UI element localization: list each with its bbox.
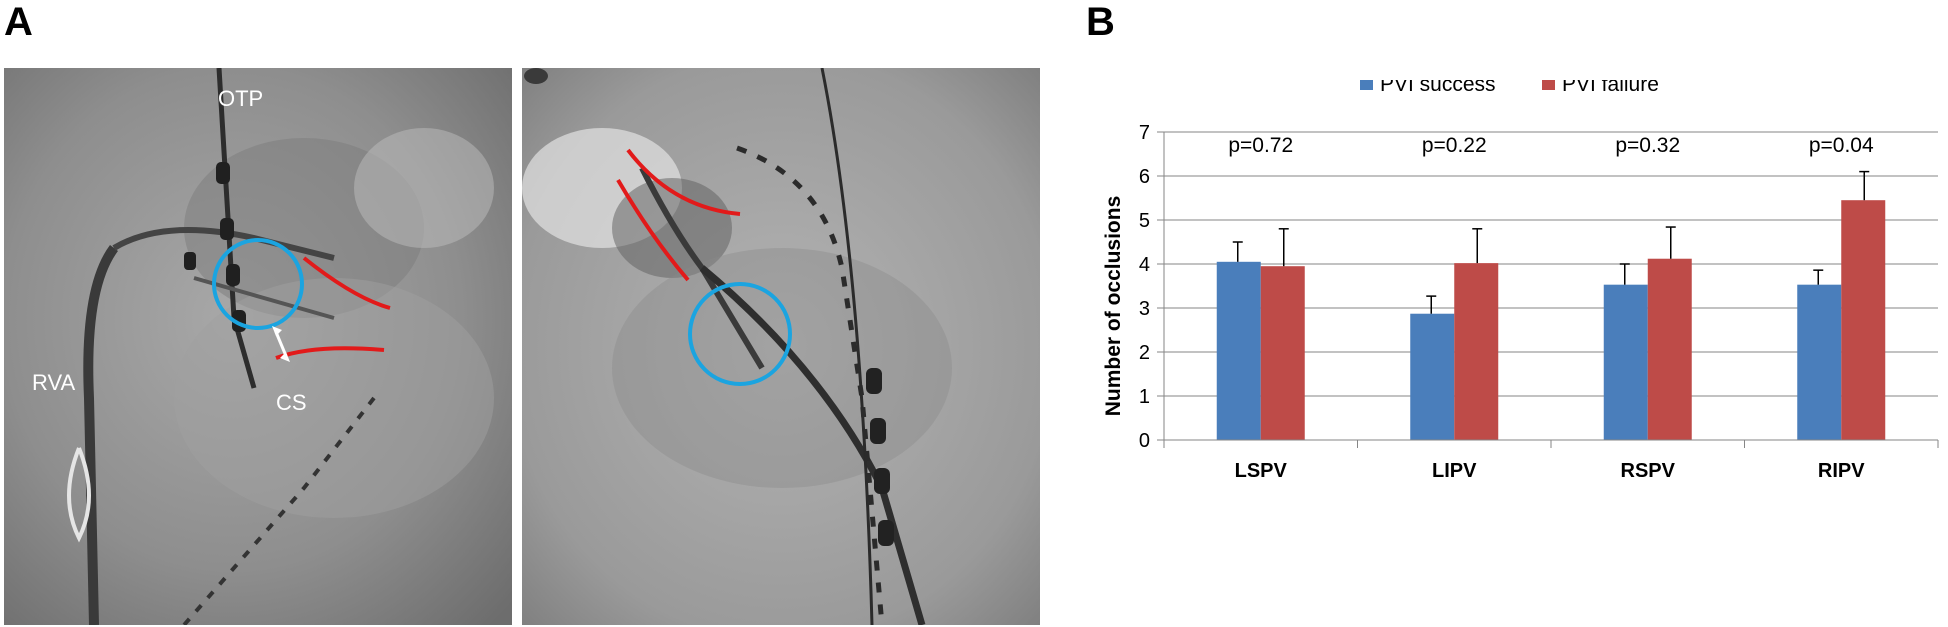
y-tick-label: 5 bbox=[1139, 210, 1150, 232]
bar-ripv-success bbox=[1797, 284, 1842, 440]
x-tick-label: LIPV bbox=[1432, 460, 1477, 482]
rva-label: RVA bbox=[32, 370, 76, 395]
p-value-label: p=0.04 bbox=[1809, 134, 1874, 157]
p-value-label: p=0.72 bbox=[1228, 134, 1293, 157]
otp-label: OTP bbox=[218, 86, 264, 111]
bars bbox=[1216, 200, 1886, 440]
panel-label-a: A bbox=[4, 0, 33, 44]
bar-ripv-failure bbox=[1841, 200, 1886, 440]
x-tick-label: LSPV bbox=[1235, 460, 1288, 482]
legend-label-failure: PVI failure bbox=[1562, 80, 1659, 96]
bar-lipv-success bbox=[1410, 313, 1455, 440]
legend-swatch-success bbox=[1360, 80, 1373, 90]
p-value-label: p=0.32 bbox=[1615, 134, 1680, 157]
legend: PVI success PVI failure bbox=[1360, 80, 1659, 96]
p-value-label: p=0.22 bbox=[1422, 134, 1487, 157]
fluoroscopy-image-left: OTP RVA CS bbox=[4, 68, 512, 625]
bar-rspv-success bbox=[1603, 284, 1648, 440]
bar-lspv-success bbox=[1216, 261, 1261, 440]
fluoroscopy-image-right bbox=[522, 68, 1040, 625]
y-axis-label: Number of occlusions bbox=[1102, 196, 1125, 417]
y-tick-label: 6 bbox=[1139, 166, 1150, 188]
y-tick-label: 4 bbox=[1139, 254, 1150, 276]
x-tick-label: RSPV bbox=[1621, 460, 1676, 482]
x-tick-label: RIPV bbox=[1818, 460, 1865, 482]
cs-label: CS bbox=[276, 390, 307, 415]
bar-rspv-failure bbox=[1647, 258, 1692, 440]
bar-lspv-failure bbox=[1260, 266, 1305, 440]
panel-label-b: B bbox=[1086, 0, 1115, 44]
y-tick-label: 2 bbox=[1139, 342, 1150, 364]
tick-labels: 0 1 2 3 4 5 6 7 LSPV LIPV RSPV RIPV bbox=[1139, 122, 1865, 482]
y-tick-label: 7 bbox=[1139, 122, 1150, 144]
y-tick-label: 0 bbox=[1139, 430, 1150, 452]
error-bars bbox=[1232, 170, 1870, 314]
p-value-labels: p=0.72 p=0.22 p=0.32 p=0.04 bbox=[1228, 134, 1874, 157]
legend-label-success: PVI success bbox=[1380, 80, 1496, 96]
legend-swatch-failure bbox=[1542, 80, 1555, 90]
y-tick-label: 1 bbox=[1139, 386, 1150, 408]
bar-lipv-failure bbox=[1454, 263, 1499, 440]
y-tick-label: 3 bbox=[1139, 298, 1150, 320]
axes bbox=[1163, 132, 1939, 448]
